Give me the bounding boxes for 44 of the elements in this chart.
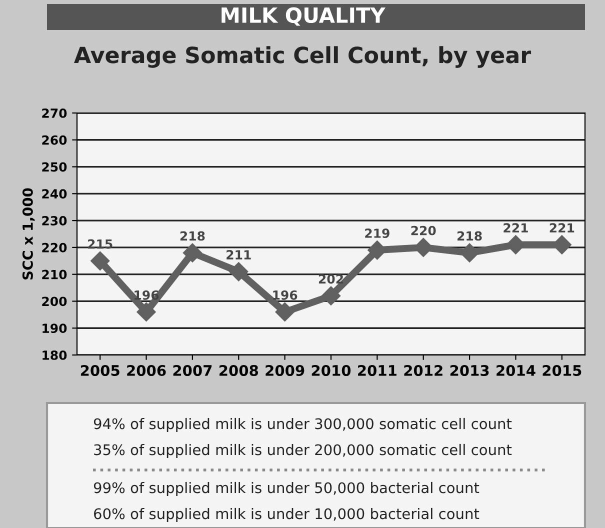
x-tick-label: 2010 (312, 364, 351, 376)
data-label: 218 (180, 231, 205, 241)
point (275, 302, 294, 322)
data-label: 196 (273, 290, 298, 300)
point (321, 286, 341, 306)
chart-subtitle: Average Somatic Cell Count, by year (74, 46, 532, 68)
y-tick-label: 270 (42, 108, 67, 118)
point (460, 243, 480, 262)
data-label: 221 (504, 223, 528, 232)
point (136, 302, 156, 322)
x-tick-label: 2015 (542, 364, 582, 376)
data-label: 211 (226, 250, 251, 260)
x-tick-label: 2012 (404, 364, 442, 376)
point (229, 262, 248, 282)
y-tick-label: 220 (42, 242, 67, 252)
y-tick-label: 230 (42, 216, 67, 226)
y-tick-label: 190 (42, 324, 67, 334)
x-tick-label: 2014 (496, 364, 536, 376)
data-label: 220 (411, 226, 436, 236)
y-tick-label: 210 (42, 270, 67, 280)
data-label: 218 (457, 231, 482, 241)
y-tick-label: 240 (42, 189, 67, 199)
point (90, 251, 110, 270)
text: 99% of supplied milk is under 50,000 bacterial count (94, 482, 480, 496)
y-tick-label: 260 (42, 135, 67, 145)
x-tick-label: 2006 (127, 364, 166, 376)
chart-title: MILK QUALITY (222, 7, 386, 26)
x-tick-label: 2013 (450, 364, 489, 376)
y-tick-label: 200 (42, 296, 67, 306)
x-tick-label: 2007 (173, 364, 212, 376)
data-label: 219 (365, 228, 390, 238)
x-tick-label: 2009 (266, 364, 304, 376)
text: 94% of supplied milk is under 300,000 somatic cell count (94, 418, 512, 432)
y-tick-label: 250 (42, 162, 67, 172)
x-tick-label: 2008 (219, 364, 258, 376)
text: 35% of supplied milk is under 200,000 somatic cell count (94, 444, 512, 458)
point (182, 243, 202, 262)
y-tick-label: 180 (42, 350, 67, 360)
x-tick-label: 2011 (358, 364, 396, 376)
y-axis-title: SCC x 1,000 (22, 188, 35, 280)
data-label: 221 (550, 223, 574, 232)
text: 60% of supplied milk is under 10,000 bacterial count (94, 508, 480, 522)
data-label: 202 (318, 274, 343, 284)
x-tick-label: 2005 (80, 364, 120, 376)
